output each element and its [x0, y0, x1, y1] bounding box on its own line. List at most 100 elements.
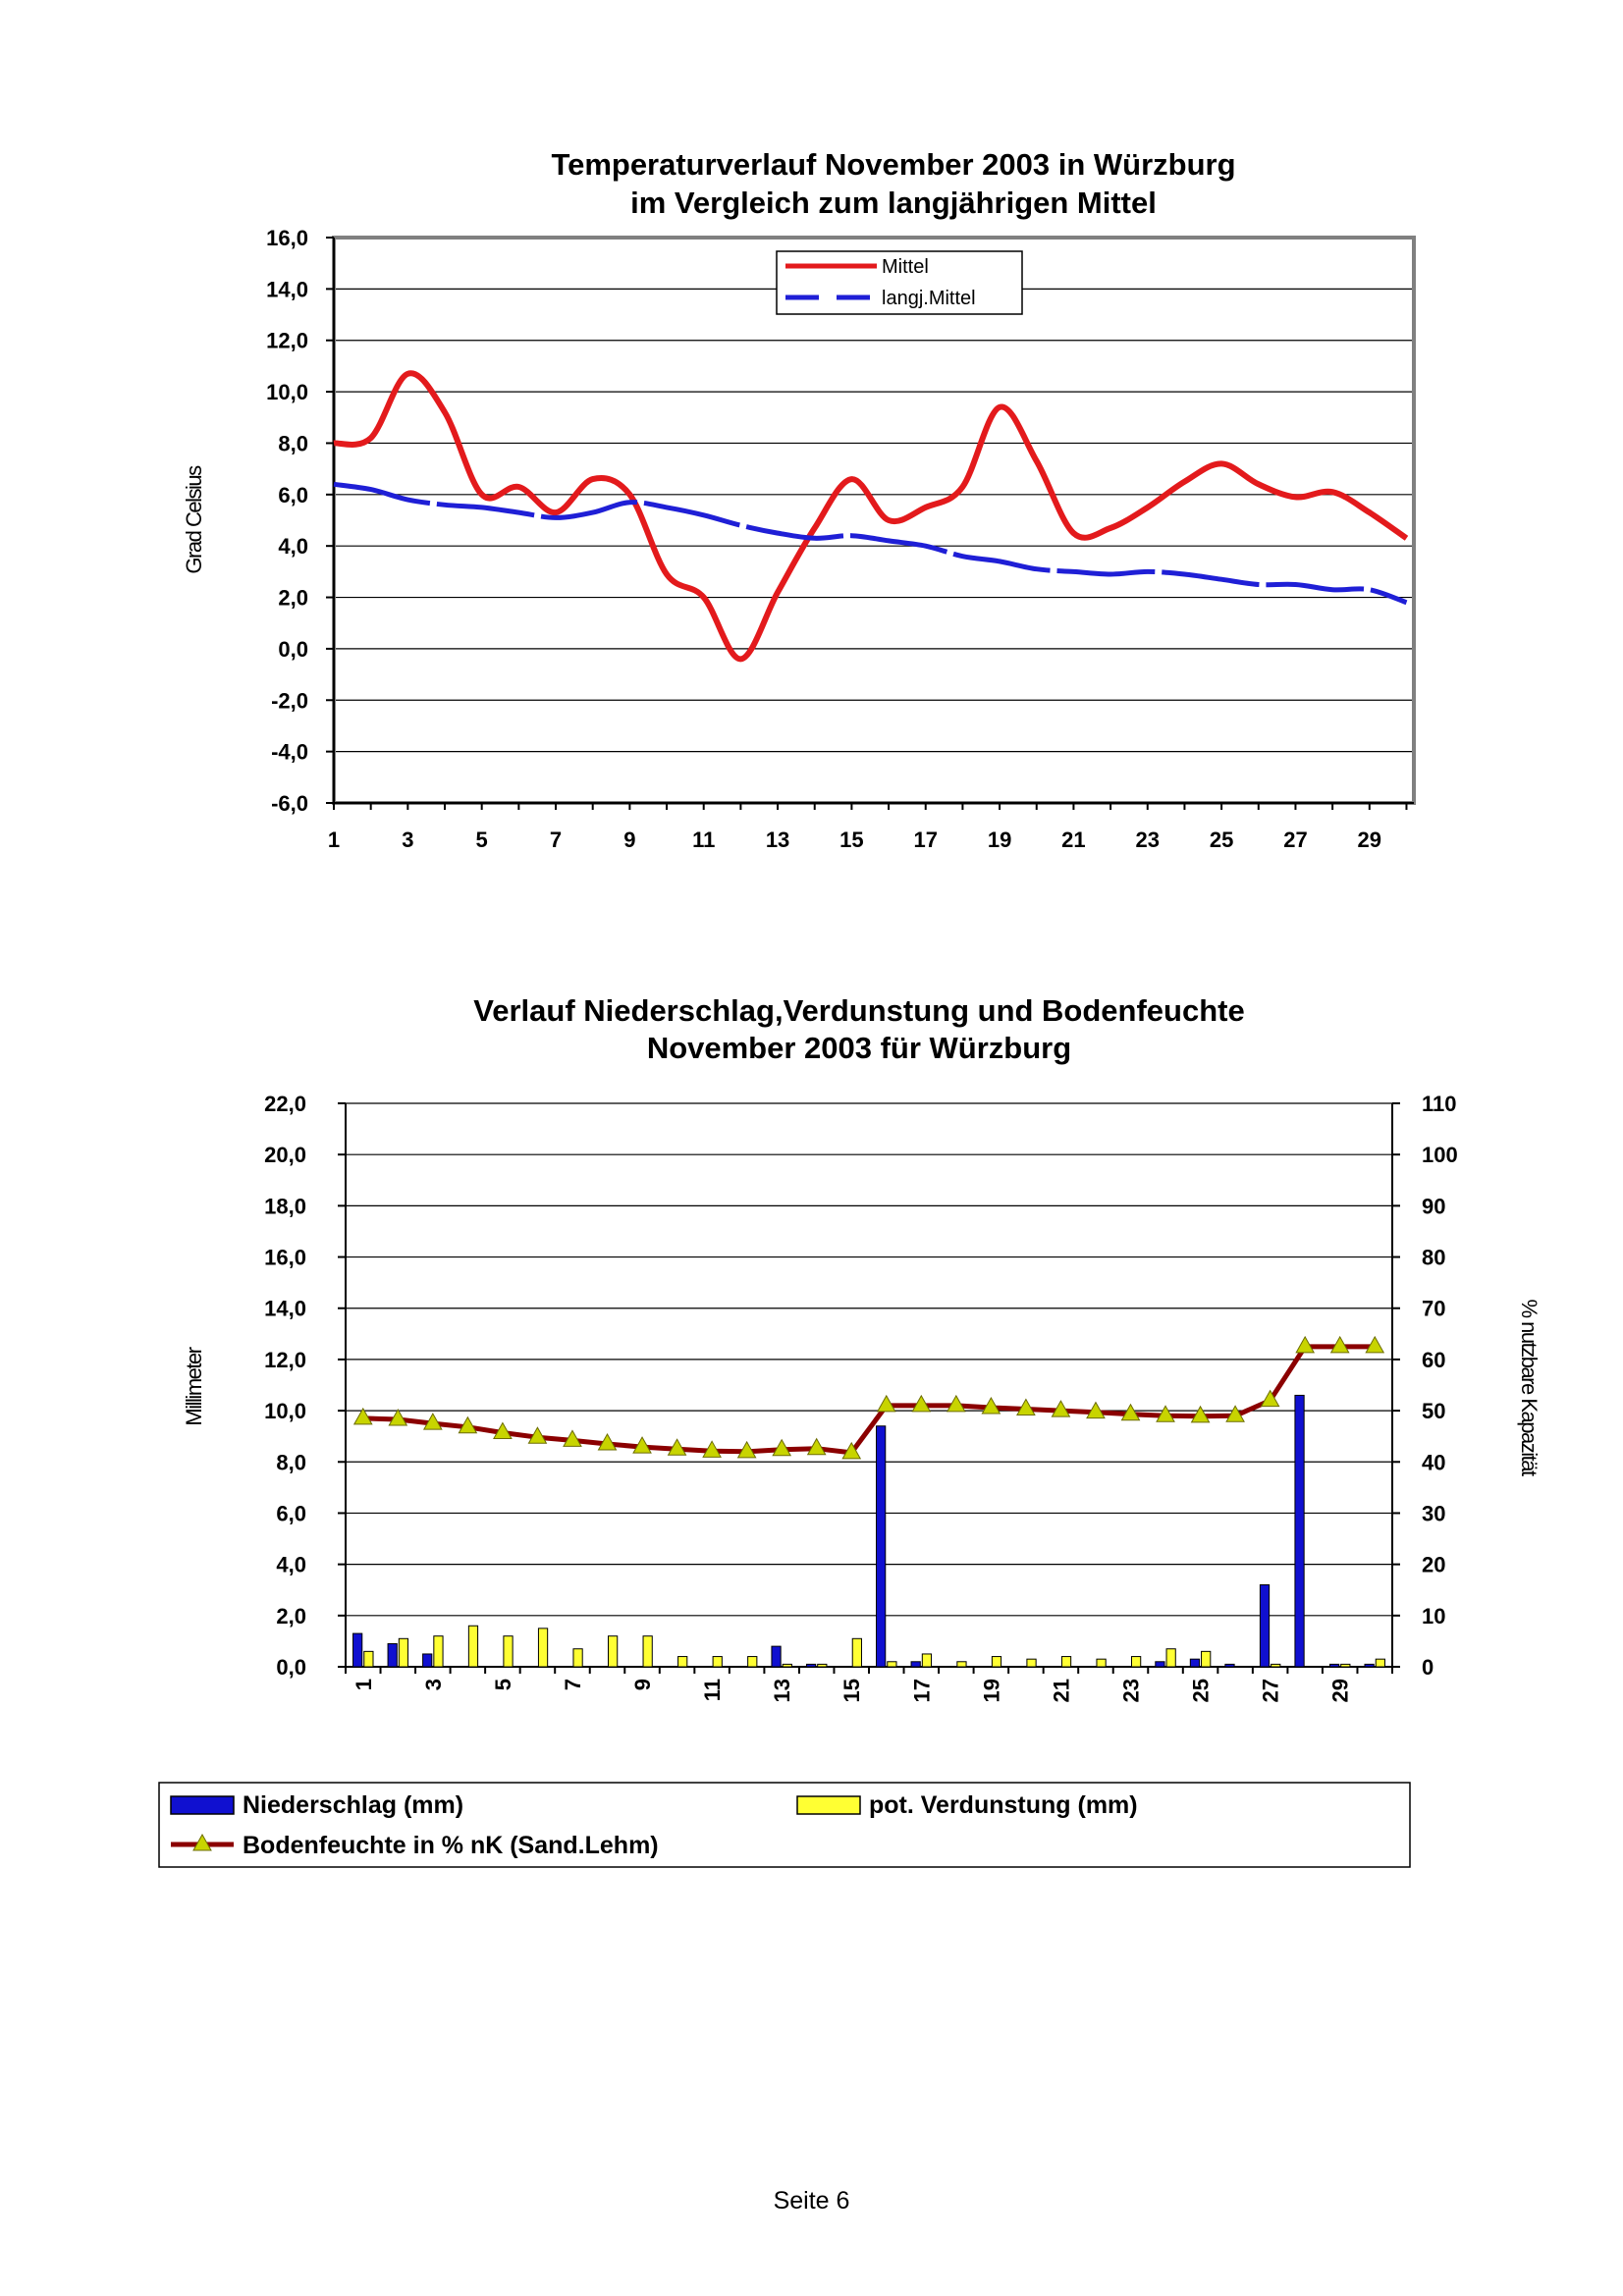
chart2-x-tick-label: 7: [561, 1679, 585, 1690]
chart2-y-tick-label: 18,0: [264, 1194, 306, 1218]
chart2-bars: [352, 1394, 1385, 1668]
verdunstung-bar: [1165, 1648, 1176, 1668]
chart1-plot-frame: [332, 236, 1416, 805]
verdunstung-bar: [747, 1656, 758, 1668]
chart1-y-tick-label: 0,0: [278, 637, 308, 662]
chart2-y2label: % nutzbare Kapazität: [1517, 1299, 1542, 1476]
chart2-y-ticks: 22,0 20,0 18,0 16,0 14,0 12,0 10,0 8,0 6,0 4,0 2,0…: [264, 1092, 346, 1680]
chart1-x-tick-label: 11: [692, 828, 715, 852]
niederschlag-bar: [1364, 1663, 1375, 1668]
legend-verdunstung-swatch: [796, 1795, 861, 1815]
bodenfeuchte-marker: [911, 1394, 932, 1413]
bodenfeuchte-marker: [946, 1394, 966, 1413]
chart1-x-tick-label: 17: [913, 828, 937, 852]
chart2-y2-tick-label: 50: [1422, 1399, 1445, 1423]
chart2-legend-box: [158, 1782, 1411, 1868]
chart2-y-tick-label: 12,0: [264, 1348, 306, 1372]
chart2-x-ticks: 1 3 5 7 9 11 13 15 17 19 21 23 25 27 29: [345, 1667, 1393, 1702]
chart1-ylabel: Grad Celsius: [182, 465, 206, 574]
verdunstung-bar: [503, 1635, 514, 1668]
bodenfeuchte-marker: [352, 1407, 373, 1425]
verdunstung-bar: [991, 1656, 1002, 1668]
verdunstung-bar: [1271, 1663, 1281, 1668]
chart1-x-tick-label: 15: [839, 828, 863, 852]
chart2-y2-tick-label: 110: [1422, 1092, 1457, 1116]
chart2-y2-tick-label: 20: [1422, 1553, 1445, 1577]
chart1-series: [333, 370, 1409, 663]
chart2-y2-tick-label: 80: [1422, 1246, 1445, 1270]
legend-verdunstung-label: pot. Verdunstung (mm): [869, 1791, 1138, 1819]
bodenfeuchte-marker: [841, 1441, 862, 1460]
bodenfeuchte-marker: [667, 1438, 687, 1456]
niederschlag-bar: [387, 1643, 398, 1668]
bodenfeuchte-marker: [632, 1436, 652, 1454]
chart2-y-tick-label: 0,0: [276, 1655, 306, 1680]
chart2-x-tick-label: 27: [1259, 1679, 1283, 1702]
chart2-y2-tick-label: 70: [1422, 1297, 1445, 1321]
chart2-y-tick-label: 8,0: [276, 1450, 306, 1474]
chart1-y-tick-label: 14,0: [266, 277, 308, 301]
legend-langj-mittel-label: langj.Mittel: [882, 288, 976, 309]
chart1-x-tick-label: 19: [988, 828, 1011, 852]
bodenfeuchte-marker: [1156, 1405, 1175, 1422]
chart2-x-tick-label: 11: [700, 1679, 725, 1701]
niederschlag-bar: [1294, 1394, 1305, 1668]
niederschlag-bar: [352, 1632, 363, 1668]
verdunstung-bar: [817, 1663, 828, 1668]
chart1-legend: Mittel langj.Mittel: [776, 250, 1023, 315]
bodenfeuchte-marker: [981, 1396, 1001, 1415]
legend-bodenfeuchte-label: Bodenfeuchte in % nK (Sand.Lehm): [243, 1832, 659, 1859]
chart2-y2-tick-label: 0: [1422, 1655, 1434, 1680]
verdunstung-bar: [1375, 1658, 1385, 1668]
chart2-y2-tick-label: 90: [1422, 1194, 1445, 1218]
bodenfeuchte-marker: [422, 1413, 443, 1430]
niederschlag-bar: [1328, 1663, 1340, 1668]
bodenfeuchte-marker: [1295, 1335, 1316, 1354]
series-langj-mittel-line: [333, 481, 1408, 606]
chart1-y-ticks: 16,0 14,0 12,0 10,0 8,0 6,0 4,0 2,0 0,0 -2,0 -4,0 -…: [266, 226, 334, 816]
chart1-y-tick-label: 12,0: [266, 329, 308, 353]
verdunstung-bar: [572, 1648, 583, 1668]
verdunstung-bar: [851, 1637, 862, 1668]
chart2-ylabel: Millimeter: [182, 1347, 206, 1425]
verdunstung-bar: [642, 1635, 653, 1668]
chart1-y-tick-label: 4,0: [278, 534, 308, 559]
chart2-gridlines: [346, 1102, 1392, 1617]
chart1-x-tick-label: 3: [402, 828, 413, 852]
verdunstung-bar: [398, 1637, 409, 1668]
bodenfeuchte-marker: [876, 1394, 896, 1413]
page-footer: Seite 6: [773, 2187, 850, 2215]
bodenfeuchte-marker: [1086, 1401, 1106, 1419]
verdunstung-bar: [782, 1663, 792, 1668]
chart1-x-tick-label: 1: [328, 828, 340, 852]
chart2-y-tick-label: 14,0: [264, 1297, 306, 1321]
verdunstung-bar: [1096, 1658, 1107, 1668]
legend-mittel-label: Mittel: [882, 256, 929, 278]
verdunstung-bar: [1060, 1656, 1072, 1668]
precipitation-chart: Verlauf Niederschlag,Verdunstung und Bod…: [158, 993, 1542, 1868]
chart2-x-tick-label: 19: [979, 1679, 1003, 1702]
chart1-x-tick-label: 9: [623, 828, 635, 852]
chart1-title-line1: Temperaturverlauf November 2003 in Würzb…: [551, 147, 1235, 182]
chart2-y-tick-label: 22,0: [264, 1092, 306, 1116]
verdunstung-bar: [1340, 1663, 1351, 1668]
chart2-x-tick-label: 3: [421, 1679, 446, 1690]
verdunstung-bar: [712, 1656, 723, 1668]
bodenfeuchte-line: [362, 1344, 1376, 1456]
chart2-y2-tick-label: 40: [1422, 1450, 1445, 1474]
chart1-x-tick-label: 25: [1210, 828, 1233, 852]
chart1-x-tick-label: 21: [1061, 828, 1085, 852]
chart1-x-tick-label: 27: [1283, 828, 1307, 852]
temperature-chart: Temperaturverlauf November 2003 in Würzb…: [182, 147, 1416, 852]
bodenfeuchte-marker: [736, 1440, 757, 1459]
bodenfeuchte-marker: [1365, 1335, 1385, 1354]
chart2-x-tick-label: 25: [1189, 1679, 1214, 1702]
chart1-y-tick-label: -2,0: [271, 688, 308, 713]
chart1-gridlines: [334, 288, 1414, 753]
chart2-x-tick-label: 15: [839, 1679, 864, 1702]
niederschlag-bar: [1259, 1584, 1271, 1668]
verdunstung-bar: [1131, 1656, 1142, 1668]
chart1-x-tick-label: 23: [1136, 828, 1160, 852]
